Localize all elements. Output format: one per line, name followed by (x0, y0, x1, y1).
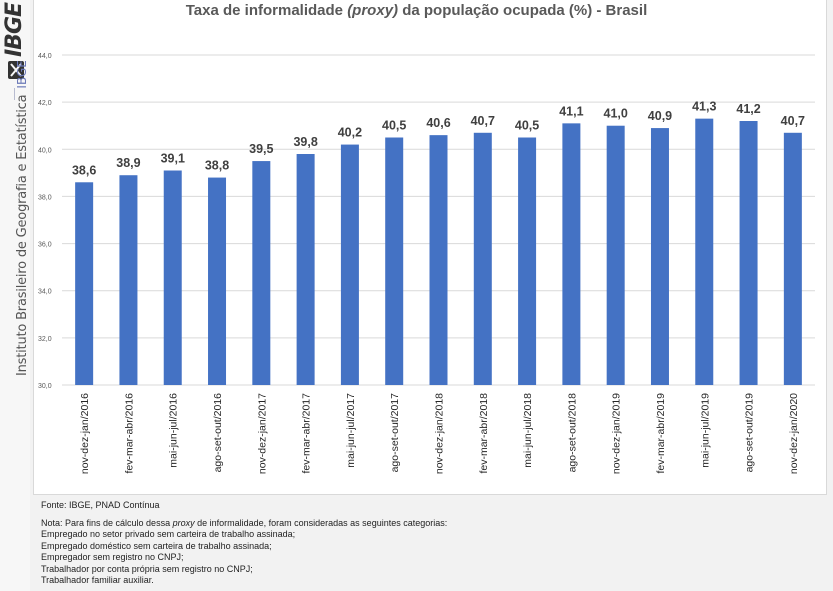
bar (429, 135, 448, 385)
x-axis-ticks: nov-dez-jan/2016 fev-mar-abr/2016 mai-jun-… (79, 393, 800, 474)
bar-chart: 30,032,034,036,038,040,042,044,0 38,638,… (38, 53, 815, 474)
data-label: 38,6 (72, 163, 96, 177)
x-tick-label: mai-jun-jul/2019 (699, 393, 711, 468)
y-tick-label: 30,0 (38, 383, 52, 390)
y-tick-label: 44,0 (38, 53, 52, 60)
x-tick-label: ago-set-out/2016 (212, 393, 224, 473)
bar (119, 175, 138, 385)
data-label: 40,5 (515, 119, 539, 133)
data-label: 41,2 (736, 102, 760, 116)
bar (562, 123, 581, 385)
bar (695, 118, 714, 386)
bar (340, 144, 359, 385)
x-tick-label: ago-set-out/2018 (566, 393, 578, 473)
bar (783, 132, 802, 385)
bar (252, 161, 271, 385)
x-tick-label: ago-set-out/2019 (744, 393, 756, 473)
sidebar: IBGE Instituto Brasileiro de Geografia e… (0, 0, 30, 591)
x-tick-label: nov-dez-jan/2019 (611, 393, 623, 474)
data-label: 41,3 (692, 100, 716, 114)
note-category-2: Empregado doméstico sem carteira de trab… (41, 540, 272, 551)
data-label: 40,2 (338, 126, 362, 140)
data-label: 38,9 (116, 156, 140, 170)
data-label: 40,5 (382, 119, 406, 133)
note-category-5: Trabalhador familiar auxiliar. (41, 575, 154, 585)
x-tick-label: fev-mar-abr/2016 (123, 393, 135, 474)
x-tick-label: fev-mar-abr/2018 (478, 393, 490, 474)
data-label: 40,9 (648, 109, 672, 123)
bar (650, 128, 669, 386)
y-tick-label: 36,0 (38, 242, 52, 249)
data-label: 39,1 (161, 152, 185, 166)
title-part-1: Taxa de informalidade (185, 2, 348, 19)
bar (75, 182, 94, 385)
ibge-logo-icon (8, 61, 24, 79)
bar (739, 121, 758, 385)
x-tick-label: ago-set-out/2017 (389, 393, 401, 473)
x-tick-label: nov-dez-jan/2016 (79, 393, 91, 474)
footer-notes: Fonte: IBGE, PNAD Contínua Nota: Para fi… (41, 500, 447, 587)
bar (208, 177, 227, 385)
note-category-1: Empregado no setor privado sem carteira … (41, 529, 296, 539)
title-part-italic: (proxy) (347, 2, 399, 19)
x-tick-label: mai-jun-jul/2016 (168, 393, 180, 468)
chart-title: Taxa de informalidade (proxy) da populaç… (0, 2, 833, 19)
x-tick-label: fev-mar-abr/2017 (301, 393, 313, 474)
data-label: 39,5 (249, 142, 273, 156)
y-tick-label: 34,0 (38, 289, 52, 296)
note-category-4: Trabalhador por conta própria sem regist… (41, 563, 253, 574)
note-text: Nota: Para fins de cálculo dessa proxy d… (41, 518, 447, 530)
y-tick-label: 42,0 (38, 100, 52, 107)
x-tick-label: mai-jun-jul/2017 (345, 393, 357, 468)
note-suffix: de informalidade, foram consideradas as … (194, 517, 448, 528)
data-labels: 38,6 38,9 39,1 38,8 39,5 39,8 40,2 40,5 40,6 40,7… (72, 100, 805, 178)
bars (75, 118, 802, 386)
data-label: 40,6 (426, 116, 450, 130)
note-category-3: Empregador sem registro no CNPJ; (41, 552, 184, 562)
x-tick-label: nov-dez-jan/2018 (434, 393, 446, 474)
bar (163, 170, 182, 385)
sidebar-divider (14, 88, 15, 100)
bar (606, 125, 625, 385)
y-tick-label: 40,0 (38, 147, 52, 154)
data-label: 41,1 (559, 104, 583, 118)
title-part-3: da população ocupada (%) - Brasil (398, 2, 648, 19)
y-tick-label: 32,0 (38, 336, 52, 343)
y-axis-ticks: 30,0 32,0 34,0 36,0 38,0 40,0 42,0 44,0 (38, 53, 52, 390)
x-tick-label: mai-jun-jul/2018 (522, 393, 534, 468)
note-prefix: Nota: Para fins de cálculo dessa (41, 517, 173, 528)
bar (385, 137, 404, 385)
data-label: 40,7 (781, 114, 805, 128)
bar (473, 132, 492, 385)
x-tick-label: nov-dez-jan/2017 (256, 393, 268, 474)
data-label: 38,8 (205, 159, 229, 173)
data-label: 39,8 (293, 135, 317, 149)
source-text: Fonte: IBGE, PNAD Contínua (41, 500, 160, 510)
bar (518, 137, 537, 385)
y-tick-label: 38,0 (38, 194, 52, 201)
x-tick-label: nov-dez-jan/2020 (788, 393, 800, 474)
data-label: 41,0 (604, 107, 628, 121)
bar (296, 154, 315, 385)
note-italic: proxy (172, 517, 195, 528)
x-tick-label: fev-mar-abr/2019 (655, 393, 667, 474)
data-label: 40,7 (471, 114, 495, 128)
